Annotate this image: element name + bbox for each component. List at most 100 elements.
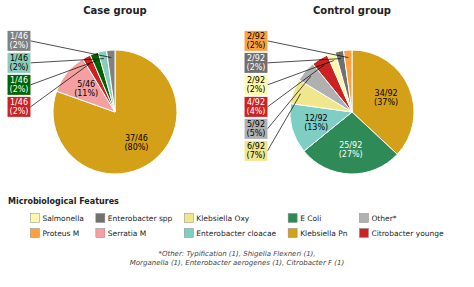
data-label: 5/46(11%): [74, 80, 98, 98]
text-line: (2%): [247, 63, 266, 72]
text-line: (13%): [304, 122, 328, 131]
legend-label: E Coli: [300, 214, 321, 223]
label-box: [8, 31, 31, 51]
text-line: *Other: Typification (1), Shigella Flexn…: [158, 250, 315, 258]
legend-swatch: [96, 229, 105, 238]
pie-slice: [107, 50, 115, 112]
legend-swatch: [96, 214, 105, 223]
legend-swatch: [359, 229, 368, 238]
text-line: (4%): [247, 107, 266, 116]
pie-slice: [53, 50, 177, 174]
text-line: 5/46: [77, 80, 95, 89]
text-line: (2%): [10, 107, 29, 116]
legend: Salmonella Enterobacter spp Klebsiella Oxy…: [30, 214, 444, 238]
text-line: 37/46: [125, 133, 148, 142]
text-line: 1/46: [10, 54, 28, 63]
text-line: 6/92: [247, 142, 265, 151]
leader-line: [267, 65, 323, 106]
legend-label: Serratia M: [108, 229, 146, 238]
text-line: (7%): [247, 151, 266, 160]
data-label: 1/46(2%): [10, 98, 29, 116]
legend-swatch: [288, 229, 297, 238]
data-label: 34/92(37%): [374, 88, 398, 106]
data-label: 2/92(2%): [247, 76, 266, 94]
pie: [53, 50, 177, 174]
text-line: (37%): [374, 97, 398, 106]
data-label: 12/92(13%): [304, 113, 328, 131]
footnote: *Other: Typification (1), Shigella Flexn…: [130, 250, 345, 267]
text-line: (5%): [247, 129, 266, 138]
pie-slice: [98, 51, 115, 112]
text-line: 4/92: [247, 98, 265, 107]
legend-label: Salmonella: [42, 214, 83, 223]
data-labels: 34/92(37%)25/92(27%)12/92(13%)2/92(2%)2/…: [245, 31, 399, 161]
leader-line: [267, 94, 300, 151]
data-label: 4/92(4%): [247, 98, 266, 116]
legend-label: Klebsiella Oxy: [196, 214, 249, 223]
legend-label: Other*: [371, 214, 396, 223]
text-line: 34/92: [375, 88, 398, 97]
label-box: [8, 75, 31, 95]
chart: 37/46(80%)5/46(11%)1/46(2%)1/46(2%)1/46(…: [0, 0, 474, 287]
label-box: [245, 119, 268, 139]
label-box: [245, 97, 268, 117]
text-line: 2/92: [247, 32, 265, 41]
text-line: (2%): [10, 85, 29, 94]
text-line: (2%): [10, 63, 29, 72]
text-line: 1/46: [10, 76, 28, 85]
pie-title: Case group: [83, 5, 147, 16]
leader-lines: [30, 41, 111, 107]
legend-label: Citrobacter younge: [371, 229, 444, 238]
label-box: [245, 53, 268, 73]
text-line: (2%): [247, 85, 266, 94]
text-line: (11%): [74, 89, 98, 98]
label-box: [245, 75, 268, 95]
label-box: [8, 53, 31, 73]
leader-line: [30, 41, 111, 58]
legend-swatch: [30, 229, 39, 238]
legend-swatch: [184, 229, 193, 238]
data-label: 1/46(2%): [10, 54, 29, 72]
text-line: (2%): [247, 41, 266, 50]
legend-title: Microbiological Features: [8, 197, 119, 206]
text-line: 25/92: [339, 140, 362, 149]
data-label: 25/92(27%): [339, 140, 363, 158]
data-label: 5/92(5%): [247, 120, 266, 138]
text-line: 1/46: [10, 32, 28, 41]
data-label: 37/46(80%): [124, 133, 148, 151]
data-label: 6/92(7%): [247, 142, 266, 160]
pie-slice: [304, 112, 397, 174]
legend-swatch: [288, 214, 297, 223]
pie-slice: [344, 50, 352, 112]
text-line: (80%): [124, 142, 148, 151]
data-label: 2/92(2%): [247, 54, 266, 72]
text-line: (27%): [339, 149, 363, 158]
legend-label: Enterobacter spp: [108, 214, 173, 223]
leader-line: [267, 41, 348, 58]
legend-swatch: [359, 214, 368, 223]
text-line: 12/92: [305, 113, 328, 122]
legend-swatch: [30, 214, 39, 223]
leader-lines: [267, 41, 348, 151]
text-line: 5/92: [247, 120, 265, 129]
legend-label: Klebsiella Pn: [300, 229, 348, 238]
label-box: [8, 97, 31, 117]
pie: [290, 50, 414, 174]
text-line: Morganella (1), Enterobacter aerogenes (…: [130, 259, 345, 267]
legend-label: Enterobacter cloacae: [196, 229, 276, 238]
text-line: 1/46: [10, 98, 28, 107]
text-line: 2/92: [247, 54, 265, 63]
legend-swatch: [184, 214, 193, 223]
label-box: [245, 141, 268, 161]
pie-title: Control group: [313, 5, 391, 16]
leader-line: [267, 61, 333, 85]
text-line: (2%): [10, 41, 29, 50]
label-box: [245, 31, 268, 51]
text-line: 2/92: [247, 76, 265, 85]
data-label: 1/46(2%): [10, 32, 29, 50]
legend-label: Proteus M: [42, 229, 79, 238]
data-label: 2/92(2%): [247, 32, 266, 50]
data-labels: 37/46(80%)5/46(11%)1/46(2%)1/46(2%)1/46(…: [8, 31, 149, 152]
pie-slice: [335, 51, 352, 112]
data-label: 1/46(2%): [10, 76, 29, 94]
